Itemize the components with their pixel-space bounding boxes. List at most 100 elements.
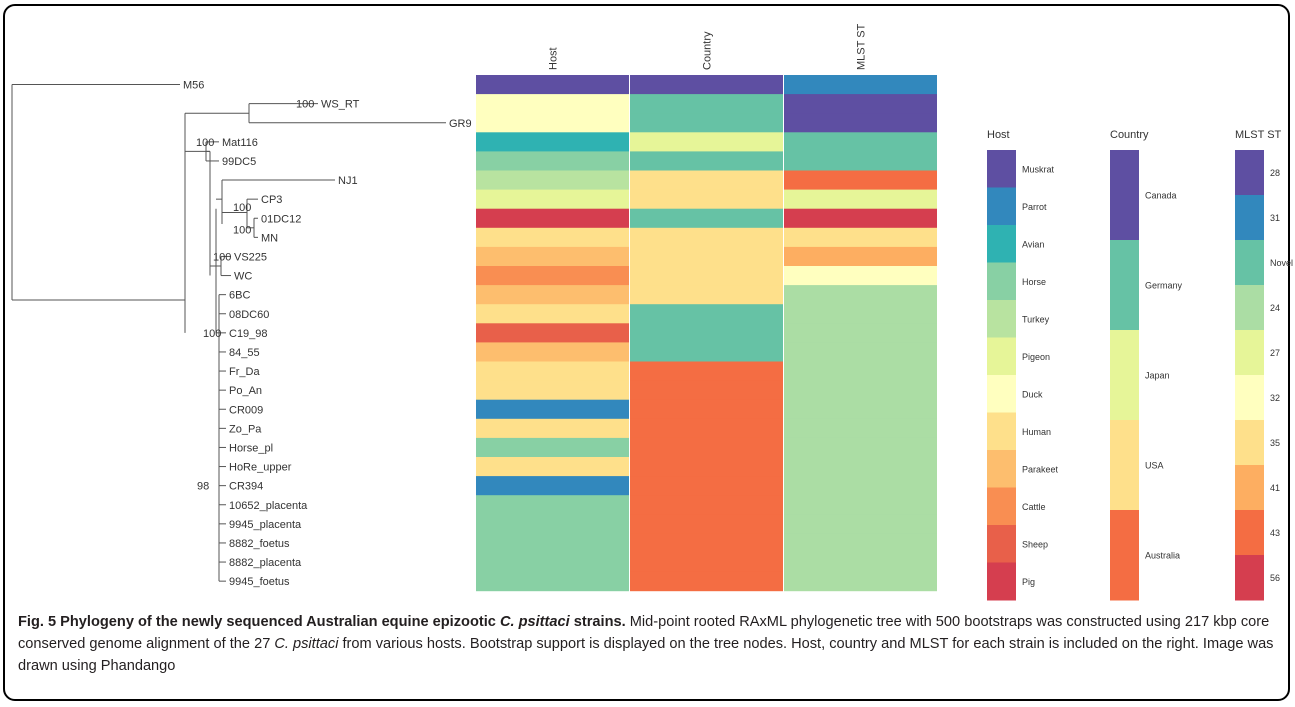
legend-swatch-mlst-35 xyxy=(1235,420,1264,466)
cell-9945-foetus-host xyxy=(476,571,629,592)
cell-mn-host xyxy=(476,227,629,248)
legend-label-host-avian: Avian xyxy=(1022,239,1044,249)
legend-swatch-host-duck xyxy=(987,375,1016,413)
cell-cp3-country xyxy=(630,189,783,210)
cell-po-an-host xyxy=(476,380,629,401)
cell-wc-country xyxy=(630,266,783,286)
legend-label-host-turkey: Turkey xyxy=(1022,314,1050,324)
legend-swatch-country-canada xyxy=(1110,150,1139,241)
legend-swatch-host-turkey xyxy=(987,300,1016,338)
legend-swatch-mlst-24 xyxy=(1235,285,1264,331)
column-header-mlst-st: MLST ST xyxy=(856,23,868,70)
tip-label-8882-foetus: 8882_foetus xyxy=(229,538,290,550)
cell-01dc12-mlst xyxy=(784,208,937,229)
figure-caption: Fig. 5 Phylogeny of the newly sequenced … xyxy=(18,611,1280,677)
caption-species: C. psittaci xyxy=(274,636,339,652)
cell-8882-foetus-mlst xyxy=(784,533,937,553)
tip-label-fr-da: Fr_Da xyxy=(229,366,260,378)
legend-label-mlst-28: 28 xyxy=(1270,168,1280,178)
cell-8882-placenta-mlst xyxy=(784,552,937,573)
tip-label-9945-foetus: 9945_foetus xyxy=(229,576,290,588)
tip-label-mat116: Mat116 xyxy=(222,137,258,149)
tip-label-c19-98: C19_98 xyxy=(229,328,268,340)
legend-swatch-host-pigeon xyxy=(987,337,1016,376)
cell-84-55-mlst xyxy=(784,342,937,362)
legend-swatch-host-cattle xyxy=(987,487,1016,526)
bootstrap-1: 100 xyxy=(196,137,214,149)
legend-label-mlst-24: 24 xyxy=(1270,303,1280,313)
cell-nj1-mlst xyxy=(784,170,937,191)
tip-labels: M56 WS_RT GR9 Mat116 99DC5 NJ1 CP3 01DC12 MN VS22… xyxy=(183,80,472,589)
cell-08dc60-mlst xyxy=(784,304,937,324)
legend-label-host-pigeon: Pigeon xyxy=(1022,352,1050,362)
cell-84-55-country xyxy=(630,342,783,362)
cell-ws-rt-host xyxy=(476,94,629,114)
cell-hore-upper-mlst xyxy=(784,457,937,477)
legend-label-country-canada: Canada xyxy=(1145,191,1177,201)
cell-gr9-mlst xyxy=(784,113,937,133)
tip-label-01dc12: 01DC12 xyxy=(261,213,301,225)
legend-label-mlst-32: 32 xyxy=(1270,393,1280,403)
legend-label-mlst-novel: Novel xyxy=(1270,258,1293,268)
legend-label-mlst-56: 56 xyxy=(1270,573,1280,583)
phylogeny-figure: M56 WS_RT GR9 Mat116 99DC5 NJ1 CP3 01DC12 MN VS22… xyxy=(11,23,1293,601)
tip-label-zo-pa: Zo_Pa xyxy=(229,423,262,435)
cell-po-an-country xyxy=(630,380,783,401)
cell-cp3-mlst xyxy=(784,189,937,210)
legend-label-host-sheep: Sheep xyxy=(1022,539,1048,549)
tip-label-6bc: 6BC xyxy=(229,290,250,302)
tip-label-ws-rt: WS_RT xyxy=(321,99,360,111)
tip-label-cp3: CP3 xyxy=(261,194,282,206)
cell-wc-host xyxy=(476,266,629,286)
tip-label-mn: MN xyxy=(261,232,278,244)
bootstrap-2: 100 xyxy=(233,202,251,214)
cell-vs225-mlst xyxy=(784,246,937,267)
tip-label-10652-placenta: 10652_placenta xyxy=(229,500,308,512)
cell-cr009-host xyxy=(476,399,629,420)
caption-title-end: strains. xyxy=(569,614,626,630)
legend-label-host-parakeet: Parakeet xyxy=(1022,464,1059,474)
legend-swatch-host-human xyxy=(987,412,1016,451)
cell-cr394-country xyxy=(630,476,783,496)
cell-m56-country xyxy=(630,75,783,95)
cell-mn-country xyxy=(630,227,783,248)
legend-label-host-parrot: Parrot xyxy=(1022,202,1047,212)
legend-label-country-japan: Japan xyxy=(1145,371,1170,381)
tip-label-nj1: NJ1 xyxy=(338,175,358,187)
cell-nj1-host xyxy=(476,170,629,191)
legend-swatch-mlst-27 xyxy=(1235,330,1264,376)
cell-fr-da-country xyxy=(630,361,783,382)
cell-wc-mlst xyxy=(784,266,937,286)
column-header-country: Country xyxy=(702,31,714,70)
legend-swatch-country-australia xyxy=(1110,510,1139,601)
cell-zo-pa-host xyxy=(476,418,629,439)
cell-6bc-country xyxy=(630,285,783,305)
caption-title-species: C. psittaci xyxy=(499,614,570,630)
tip-label-cr009: CR009 xyxy=(229,404,263,416)
legend-swatch-mlst-56 xyxy=(1235,555,1264,601)
cell-fr-da-mlst xyxy=(784,361,937,382)
cell-vs225-host xyxy=(476,246,629,267)
legend-label-country-australia: Australia xyxy=(1145,551,1180,561)
cell-9945-foetus-country xyxy=(630,571,783,592)
cell-c19-98-host xyxy=(476,323,629,343)
legend-swatch-country-germany xyxy=(1110,240,1139,331)
cell-gr9-country xyxy=(630,113,783,133)
legend-label-country-germany: Germany xyxy=(1145,281,1183,291)
cell-9945-placenta-mlst xyxy=(784,514,937,534)
cell-cr009-country xyxy=(630,399,783,420)
tip-label-84-55: 84_55 xyxy=(229,347,260,359)
tip-label-cr394: CR394 xyxy=(229,481,263,493)
cell-ws-rt-country xyxy=(630,94,783,114)
cell-horse-pl-host xyxy=(476,437,629,458)
cell-m56-host xyxy=(476,75,629,95)
cell-8882-foetus-host xyxy=(476,533,629,553)
legend-title-mlst: MLST ST xyxy=(1235,129,1282,141)
cell-c19-98-country xyxy=(630,323,783,343)
cell-mat116-host xyxy=(476,132,629,152)
tip-label-8882-placenta: 8882_placenta xyxy=(229,557,302,569)
cell-po-an-mlst xyxy=(784,380,937,401)
legend-label-host-cattle: Cattle xyxy=(1022,502,1046,512)
legend-swatch-host-sheep xyxy=(987,525,1016,563)
cell-8882-foetus-country xyxy=(630,533,783,553)
